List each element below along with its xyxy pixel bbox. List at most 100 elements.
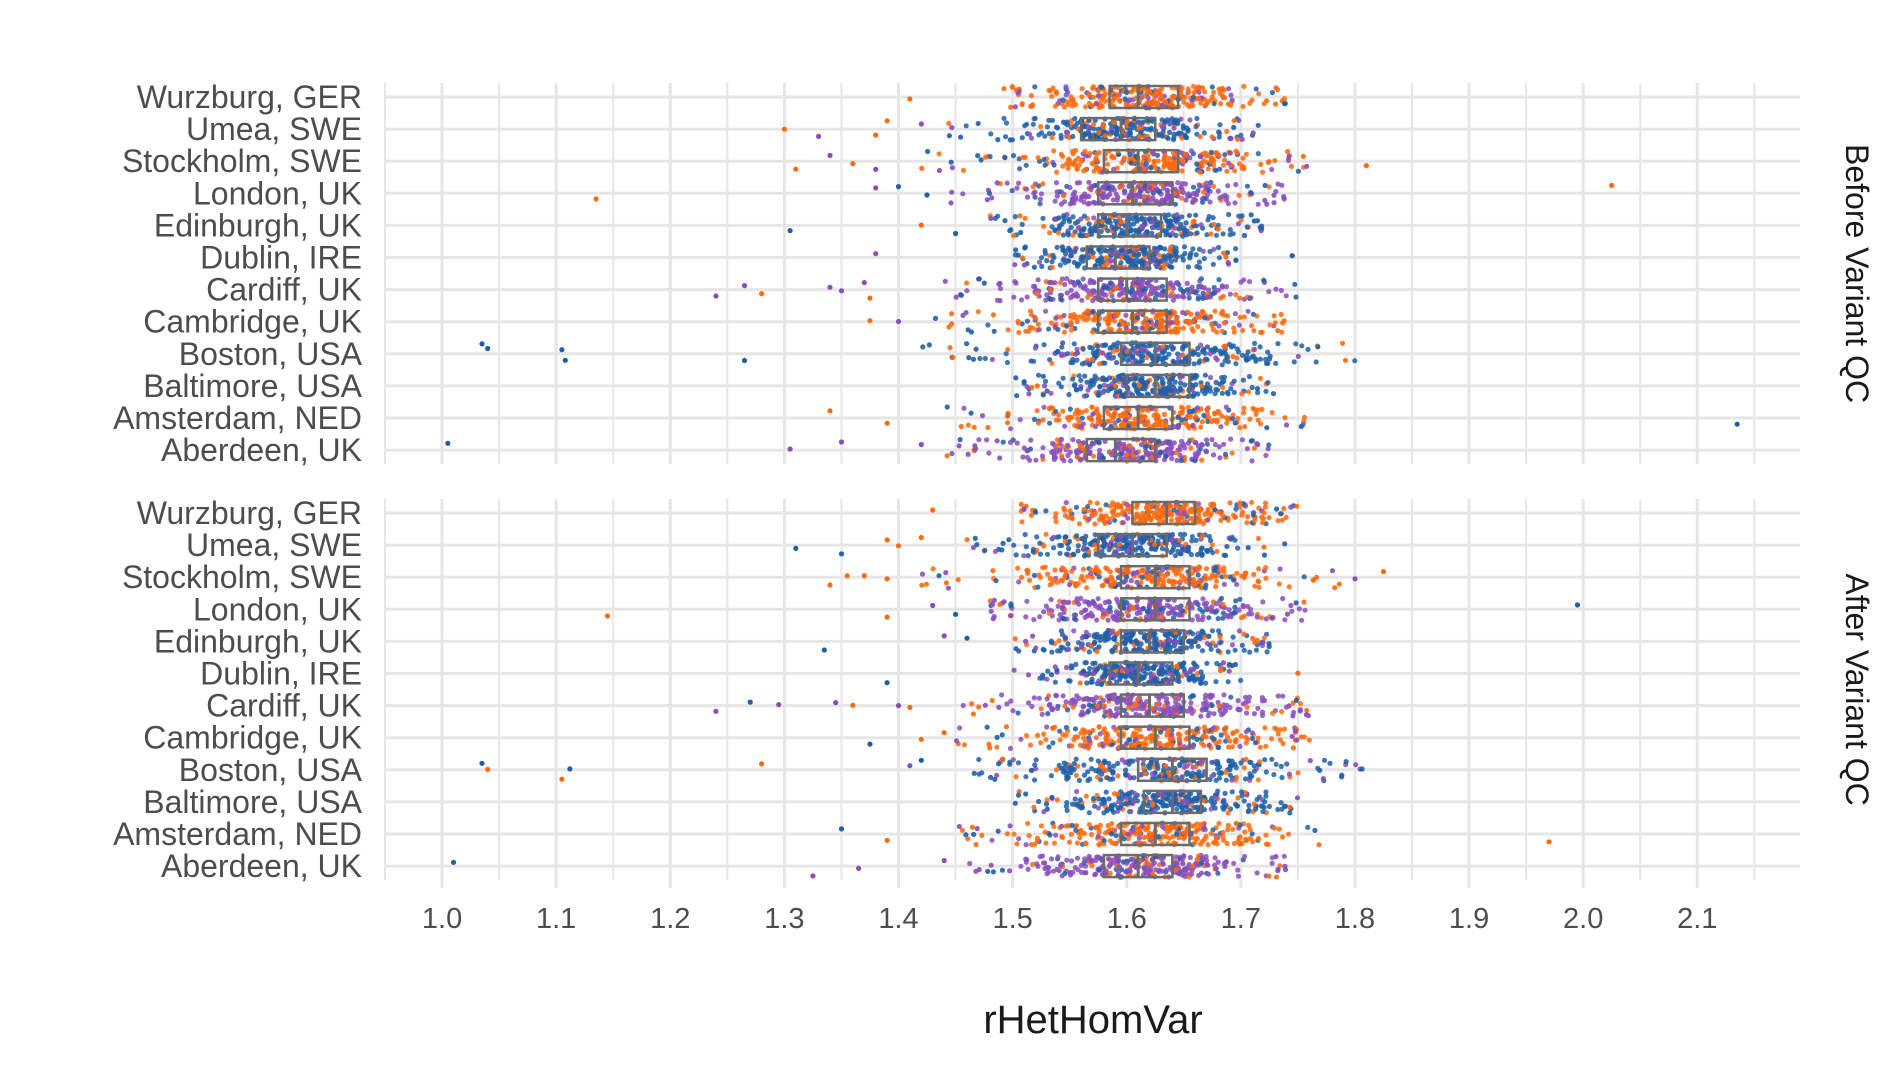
data-point bbox=[1096, 416, 1101, 421]
data-point bbox=[990, 568, 995, 573]
data-point bbox=[1215, 418, 1220, 423]
data-point bbox=[1002, 155, 1007, 160]
data-point bbox=[1001, 86, 1006, 91]
data-point bbox=[1076, 279, 1081, 284]
data-point bbox=[1260, 640, 1265, 645]
data-point bbox=[1253, 359, 1258, 364]
data-point bbox=[1105, 228, 1110, 233]
data-point bbox=[1127, 249, 1132, 254]
outlier-point bbox=[788, 446, 793, 451]
data-point bbox=[1233, 598, 1238, 603]
data-point bbox=[1033, 316, 1038, 321]
data-point bbox=[1032, 265, 1037, 270]
data-point bbox=[1047, 611, 1052, 616]
data-point bbox=[1188, 312, 1193, 317]
data-point bbox=[1288, 603, 1293, 608]
data-point bbox=[1092, 542, 1097, 547]
data-point bbox=[1231, 125, 1236, 130]
outlier-point bbox=[839, 439, 844, 444]
data-point bbox=[1107, 516, 1112, 521]
data-point bbox=[1090, 288, 1095, 293]
data-point bbox=[1304, 164, 1309, 169]
data-point bbox=[1126, 569, 1131, 574]
data-point bbox=[1061, 258, 1066, 263]
data-point bbox=[1196, 579, 1201, 584]
data-point bbox=[1008, 137, 1013, 142]
data-point bbox=[1141, 321, 1146, 326]
data-point bbox=[1097, 384, 1102, 389]
data-point bbox=[1040, 216, 1045, 221]
data-point bbox=[1152, 423, 1157, 428]
data-point bbox=[1292, 282, 1297, 287]
data-point bbox=[966, 327, 971, 332]
data-point bbox=[1233, 514, 1238, 519]
data-point bbox=[1214, 579, 1219, 584]
data-point bbox=[995, 137, 1000, 142]
data-point bbox=[1091, 215, 1096, 220]
data-point bbox=[1050, 265, 1055, 270]
data-point bbox=[1273, 101, 1278, 106]
data-point bbox=[1180, 168, 1185, 173]
data-point bbox=[1220, 391, 1225, 396]
data-point bbox=[1096, 393, 1101, 398]
data-point bbox=[1181, 126, 1186, 131]
data-point bbox=[1092, 521, 1097, 526]
data-point bbox=[1251, 312, 1256, 317]
data-point bbox=[1041, 224, 1046, 229]
data-point bbox=[1196, 96, 1201, 101]
data-point bbox=[1158, 318, 1163, 323]
data-point bbox=[1194, 454, 1199, 459]
data-point bbox=[1020, 454, 1025, 459]
data-point bbox=[1264, 361, 1269, 366]
data-point bbox=[1145, 609, 1150, 614]
data-point bbox=[1214, 661, 1219, 666]
data-point bbox=[1070, 134, 1075, 139]
data-point bbox=[1233, 182, 1238, 187]
data-point bbox=[1139, 224, 1144, 229]
data-point bbox=[1220, 385, 1225, 390]
data-point bbox=[1128, 444, 1133, 449]
data-point bbox=[1203, 185, 1208, 190]
outlier-point bbox=[867, 318, 872, 323]
data-point bbox=[1109, 648, 1114, 653]
data-point bbox=[1096, 258, 1101, 263]
data-point bbox=[1256, 123, 1261, 128]
data-point bbox=[1169, 456, 1174, 461]
data-point bbox=[1008, 613, 1013, 618]
data-point bbox=[936, 573, 941, 578]
data-point bbox=[1213, 584, 1218, 589]
data-point bbox=[1157, 576, 1162, 581]
data-point bbox=[1023, 329, 1028, 334]
data-point bbox=[1003, 134, 1008, 139]
data-point bbox=[1225, 183, 1230, 188]
data-point bbox=[1085, 504, 1090, 509]
data-point bbox=[1258, 421, 1263, 426]
data-point bbox=[1055, 125, 1060, 130]
data-point bbox=[1043, 251, 1048, 256]
data-point bbox=[1157, 293, 1162, 298]
data-point bbox=[1086, 180, 1091, 185]
data-point bbox=[1205, 344, 1210, 349]
data-point bbox=[1112, 378, 1117, 383]
data-point bbox=[1206, 405, 1211, 410]
data-point bbox=[1089, 405, 1094, 410]
data-point bbox=[946, 586, 951, 591]
data-point bbox=[1167, 254, 1172, 259]
data-point bbox=[1076, 439, 1081, 444]
data-point bbox=[1205, 411, 1210, 416]
data-point bbox=[1178, 386, 1183, 391]
data-point bbox=[1228, 150, 1233, 155]
data-point bbox=[1057, 617, 1062, 622]
data-point bbox=[1168, 550, 1173, 555]
data-point bbox=[1207, 534, 1212, 539]
data-point bbox=[1024, 384, 1029, 389]
data-point bbox=[1080, 86, 1085, 91]
data-point bbox=[1208, 375, 1213, 380]
data-point bbox=[1096, 596, 1101, 601]
data-point bbox=[1216, 227, 1221, 232]
data-point bbox=[1011, 543, 1016, 548]
data-point bbox=[1265, 649, 1270, 654]
data-point bbox=[1052, 217, 1057, 222]
data-point bbox=[1034, 534, 1039, 539]
data-point bbox=[1190, 631, 1195, 636]
